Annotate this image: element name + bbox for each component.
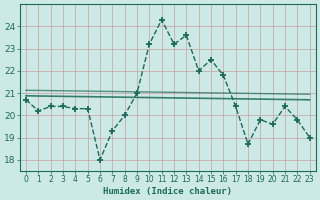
X-axis label: Humidex (Indice chaleur): Humidex (Indice chaleur) — [103, 187, 232, 196]
